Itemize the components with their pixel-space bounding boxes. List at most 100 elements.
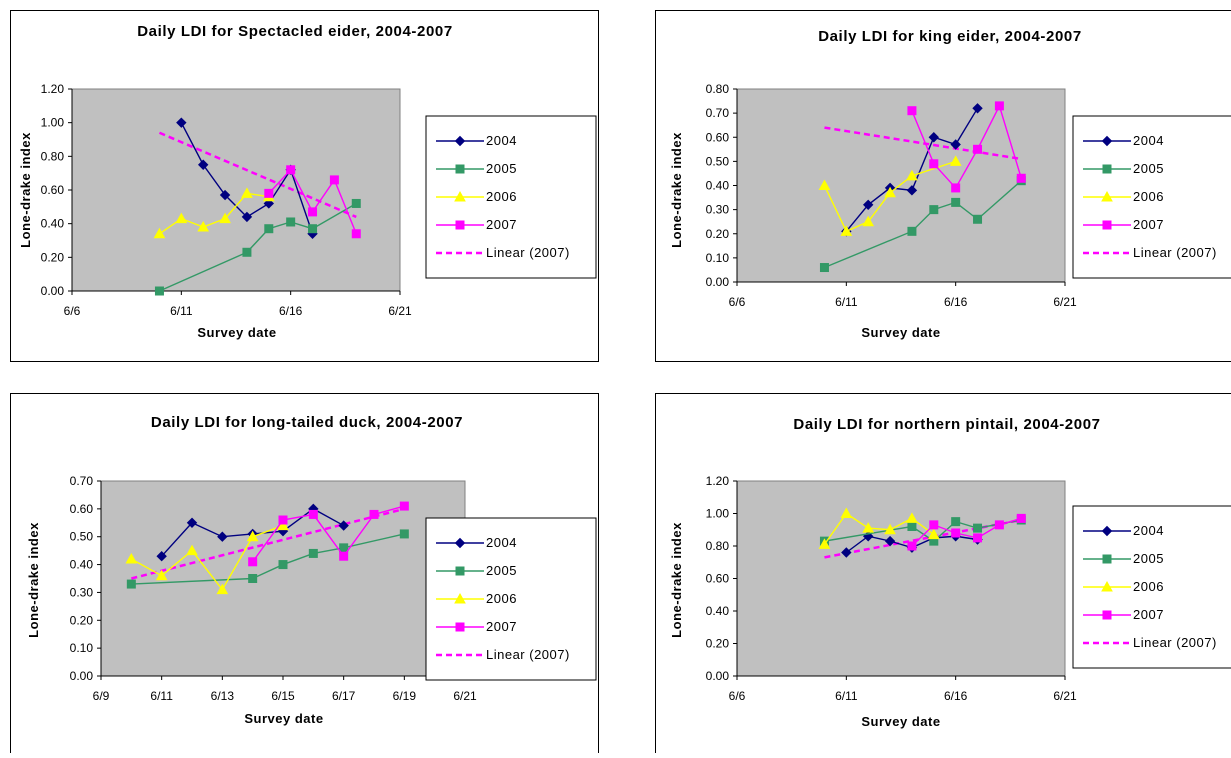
legend-label: Linear (2007) bbox=[1133, 635, 1217, 650]
x-tick-label: 6/11 bbox=[835, 689, 858, 703]
chart-title: Daily LDI for long-tailed duck, 2004-200… bbox=[151, 414, 463, 431]
y-axis-title: Lone-drake index bbox=[26, 522, 41, 638]
data-point bbox=[309, 510, 317, 518]
chart-svg: Daily LDI for long-tailed duck, 2004-200… bbox=[10, 393, 600, 753]
y-tick-label: 0.50 bbox=[706, 154, 730, 168]
data-point bbox=[995, 521, 1003, 529]
chart-title: Daily LDI for northern pintail, 2004-200… bbox=[793, 416, 1100, 433]
data-point bbox=[330, 176, 338, 184]
data-point bbox=[279, 516, 287, 524]
data-point bbox=[340, 544, 348, 552]
y-tick-label: 0.80 bbox=[41, 149, 65, 163]
legend-label: 2005 bbox=[1133, 161, 1164, 176]
chart-title: Daily LDI for Spectacled eider, 2004-200… bbox=[137, 23, 453, 40]
chart-svg: Daily LDI for Spectacled eider, 2004-200… bbox=[10, 10, 600, 363]
x-tick-label: 6/21 bbox=[388, 304, 412, 318]
data-point bbox=[952, 184, 960, 192]
legend-marker bbox=[456, 623, 464, 631]
x-axis-title: Survey date bbox=[861, 325, 940, 340]
y-tick-label: 0.20 bbox=[41, 250, 65, 264]
x-tick-label: 6/16 bbox=[279, 304, 303, 318]
chart-northern-pintail: Daily LDI for northern pintail, 2004-200… bbox=[655, 393, 1231, 753]
legend-label: 2006 bbox=[486, 591, 517, 606]
chart-title: Daily LDI for king eider, 2004-2007 bbox=[818, 28, 1082, 45]
data-point bbox=[309, 549, 317, 557]
legend-label: Linear (2007) bbox=[1133, 245, 1217, 260]
plot-area bbox=[72, 89, 400, 291]
legend-label: 2004 bbox=[1133, 133, 1164, 148]
legend-label: 2004 bbox=[486, 133, 517, 148]
legend-label: 2005 bbox=[486, 563, 517, 578]
x-tick-label: 6/21 bbox=[453, 689, 477, 703]
x-tick-label: 6/17 bbox=[332, 689, 356, 703]
data-point bbox=[930, 160, 938, 168]
legend-marker bbox=[1103, 611, 1111, 619]
plot-area bbox=[101, 481, 465, 676]
legend-marker bbox=[456, 221, 464, 229]
data-point bbox=[287, 166, 295, 174]
y-tick-label: 0.20 bbox=[70, 613, 94, 627]
legend-marker bbox=[1103, 221, 1111, 229]
legend-label: 2004 bbox=[486, 535, 517, 550]
x-tick-label: 6/11 bbox=[835, 295, 858, 309]
legend-label: Linear (2007) bbox=[486, 647, 570, 662]
data-point bbox=[127, 580, 135, 588]
data-point bbox=[930, 206, 938, 214]
y-axis-title: Lone-drake index bbox=[18, 132, 33, 248]
x-tick-label: 6/13 bbox=[211, 689, 235, 703]
y-tick-label: 0.60 bbox=[41, 183, 65, 197]
data-point bbox=[340, 552, 348, 560]
data-point bbox=[908, 523, 916, 531]
data-point bbox=[279, 561, 287, 569]
y-tick-label: 0.20 bbox=[706, 637, 730, 651]
y-tick-label: 0.60 bbox=[706, 572, 730, 586]
data-point bbox=[249, 558, 257, 566]
y-tick-label: 0.30 bbox=[70, 585, 94, 599]
x-axis-title: Survey date bbox=[244, 711, 323, 726]
x-tick-label: 6/9 bbox=[93, 689, 110, 703]
chart-svg: Daily LDI for northern pintail, 2004-200… bbox=[655, 393, 1231, 753]
y-tick-label: 0.60 bbox=[706, 130, 730, 144]
x-tick-label: 6/6 bbox=[64, 304, 81, 318]
data-point bbox=[370, 510, 378, 518]
data-point bbox=[908, 107, 916, 115]
x-tick-label: 6/21 bbox=[1053, 689, 1077, 703]
data-point bbox=[265, 189, 273, 197]
data-point bbox=[400, 530, 408, 538]
data-point bbox=[243, 248, 251, 256]
y-tick-label: 0.40 bbox=[41, 217, 65, 231]
data-point bbox=[820, 264, 828, 272]
data-point bbox=[974, 215, 982, 223]
legend-marker bbox=[456, 567, 464, 575]
data-point bbox=[155, 287, 163, 295]
y-tick-label: 1.00 bbox=[706, 507, 730, 521]
data-point bbox=[974, 524, 982, 532]
y-tick-label: 0.80 bbox=[706, 82, 730, 96]
y-tick-label: 0.70 bbox=[706, 106, 730, 120]
data-point bbox=[974, 534, 982, 542]
legend-label: 2005 bbox=[486, 161, 517, 176]
legend-label: Linear (2007) bbox=[486, 245, 570, 260]
y-tick-label: 0.70 bbox=[70, 474, 94, 488]
y-tick-label: 1.00 bbox=[41, 116, 65, 130]
x-tick-label: 6/6 bbox=[729, 689, 746, 703]
data-point bbox=[908, 227, 916, 235]
chart-spectacled-eider: Daily LDI for Spectacled eider, 2004-200… bbox=[10, 10, 600, 363]
y-tick-label: 0.10 bbox=[70, 641, 94, 655]
x-tick-label: 6/16 bbox=[944, 295, 968, 309]
legend-marker bbox=[456, 165, 464, 173]
x-tick-label: 6/11 bbox=[170, 304, 193, 318]
y-tick-label: 0.40 bbox=[706, 179, 730, 193]
legend-label: 2005 bbox=[1133, 551, 1164, 566]
x-tick-label: 6/19 bbox=[393, 689, 417, 703]
y-tick-label: 0.40 bbox=[706, 604, 730, 618]
plot-area bbox=[737, 481, 1065, 676]
data-point bbox=[930, 521, 938, 529]
y-tick-label: 0.40 bbox=[70, 558, 94, 572]
y-tick-label: 0.80 bbox=[706, 539, 730, 553]
data-point bbox=[974, 145, 982, 153]
y-axis-title: Lone-drake index bbox=[669, 132, 684, 248]
